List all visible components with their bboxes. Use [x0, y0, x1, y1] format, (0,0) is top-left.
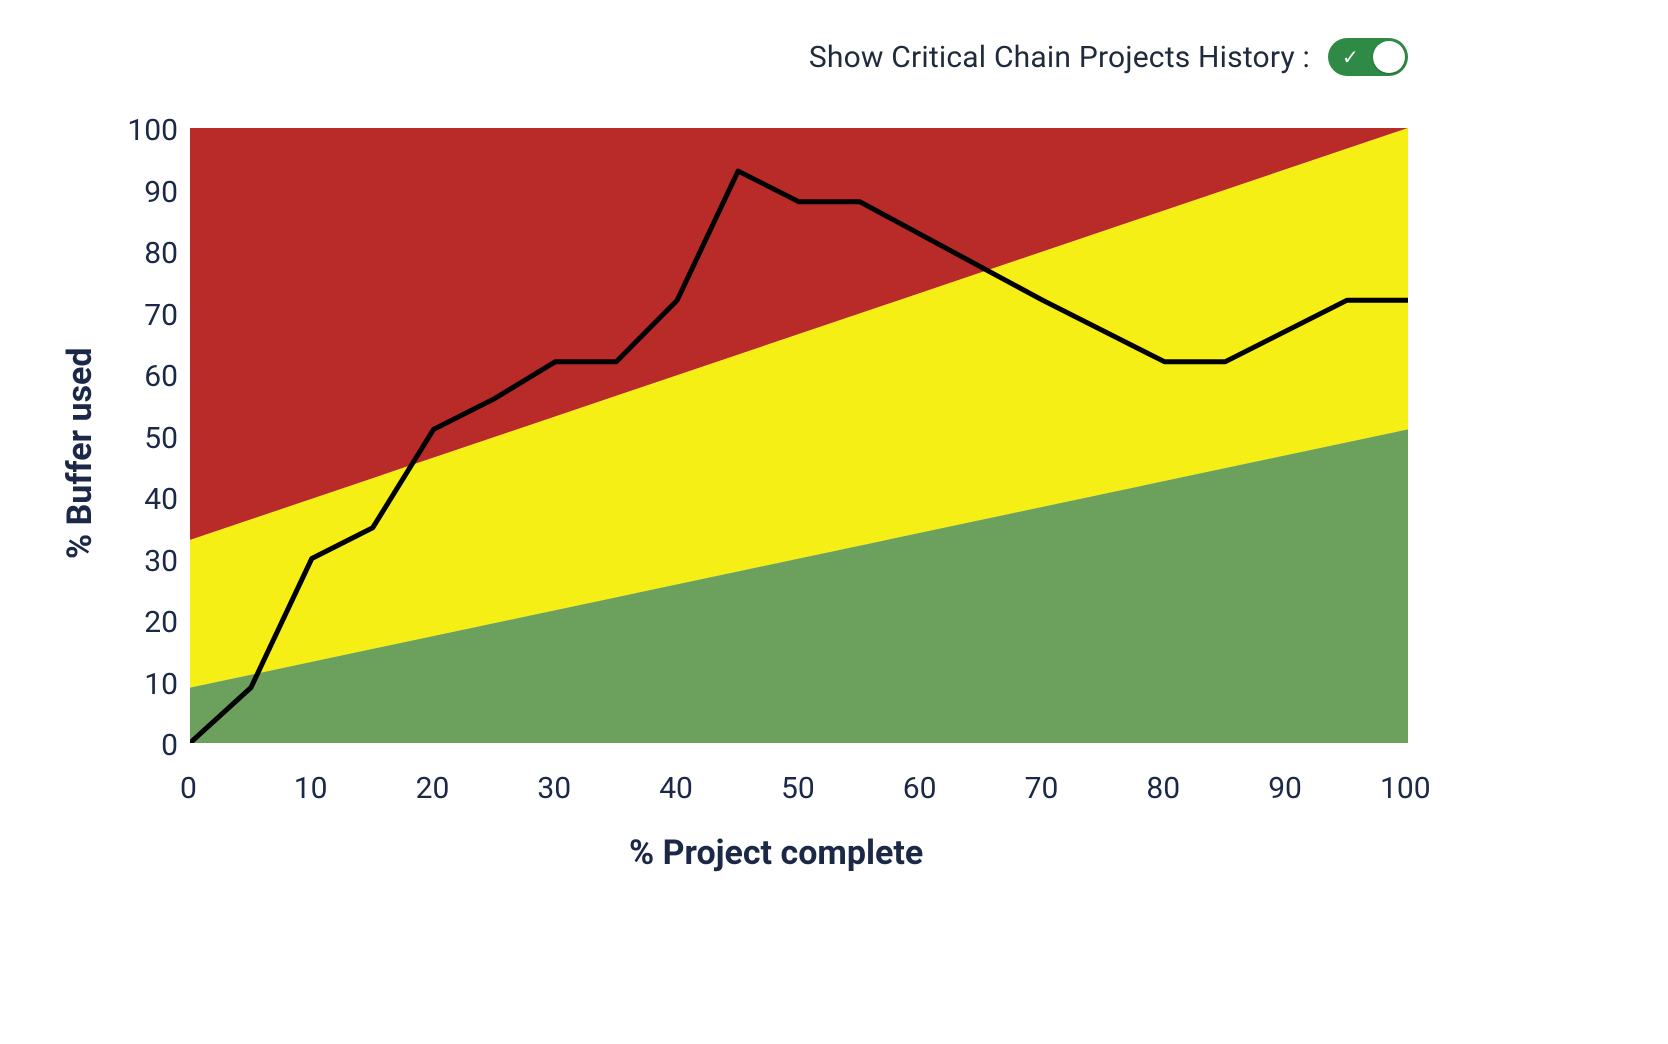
x-tick: 40 — [659, 771, 693, 806]
y-tick: 70 — [144, 298, 178, 333]
check-icon: ✓ — [1342, 47, 1359, 67]
x-tick: 100 — [1380, 771, 1431, 806]
y-tick: 20 — [144, 605, 178, 640]
x-tick: 20 — [416, 771, 450, 806]
x-tick: 60 — [903, 771, 937, 806]
y-tick: 90 — [144, 175, 178, 210]
history-toggle-label: Show Critical Chain Projects History : — [809, 40, 1310, 75]
page: Show Critical Chain Projects History : ✓… — [0, 0, 1668, 1044]
y-tick: 40 — [144, 482, 178, 517]
x-tick: 70 — [1025, 771, 1059, 806]
toggle-knob — [1373, 41, 1405, 73]
x-axis-label: % Project complete — [629, 833, 923, 873]
y-axis-label: % Buffer used — [60, 347, 100, 559]
y-tick: 30 — [144, 544, 178, 579]
y-tick: 60 — [144, 359, 178, 394]
y-tick: 80 — [144, 236, 178, 271]
x-tick: 50 — [781, 771, 815, 806]
y-tick: 50 — [144, 421, 178, 456]
x-tick: 80 — [1146, 771, 1180, 806]
y-tick: 100 — [127, 113, 178, 148]
x-tick: 30 — [537, 771, 571, 806]
fever-chart — [190, 128, 1408, 743]
y-tick: 0 — [161, 728, 178, 763]
x-tick: 0 — [180, 771, 197, 806]
x-tick: 90 — [1268, 771, 1302, 806]
history-toggle-row: Show Critical Chain Projects History : ✓ — [809, 38, 1408, 76]
y-tick: 10 — [144, 667, 178, 702]
history-toggle[interactable]: ✓ — [1328, 38, 1408, 76]
x-tick: 10 — [294, 771, 328, 806]
